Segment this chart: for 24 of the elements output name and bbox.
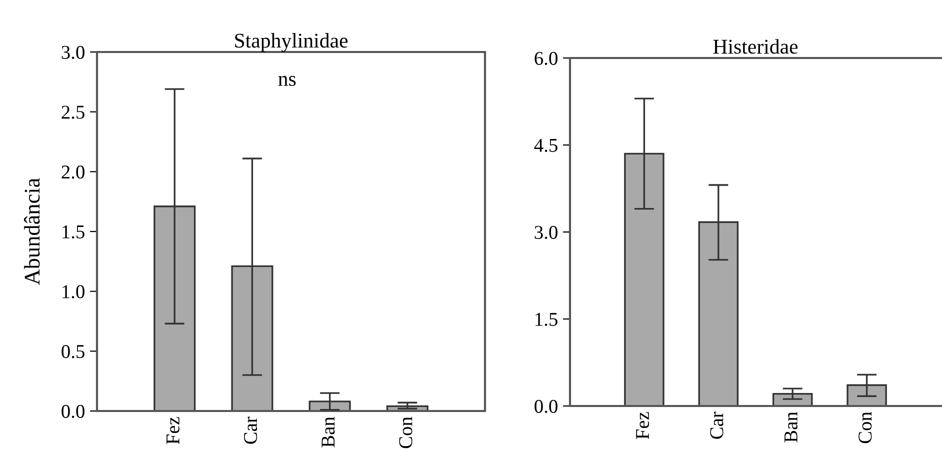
y-tick-label: 3.0 [62, 46, 84, 60]
x-tick-label: Con [399, 416, 412, 448]
y-tick-label: 6.0 [534, 52, 558, 66]
x-tick-label: Ban [322, 416, 335, 448]
x-tick-label: Con [858, 412, 872, 444]
x-tick-label: Car [710, 412, 724, 439]
y-tick-label: 0.5 [62, 344, 84, 358]
y-axis-title: Abundância [24, 178, 40, 285]
x-tick-label: Fez [166, 417, 180, 444]
y-tick-label: 1.0 [62, 285, 84, 298]
annotation: ns [278, 76, 296, 86]
y-tick-label: 0.0 [534, 400, 558, 414]
y-tick-label: 1.5 [62, 225, 84, 239]
x-tick-label: Ban [784, 412, 798, 442]
x-tick-label: Fez [636, 412, 650, 440]
y-tick-label: 3.0 [534, 226, 558, 240]
y-tick-label: 1.5 [536, 312, 558, 326]
chart-title: Histeridae [713, 39, 798, 54]
y-tick-label: 4.5 [534, 138, 558, 152]
chart-title: Staphylinidae [235, 33, 348, 52]
x-tick-label: Car [244, 416, 258, 444]
y-tick-label: 0.0 [62, 404, 84, 418]
y-tick-label: 2.0 [62, 165, 84, 179]
y-tick-label: 2.5 [62, 106, 84, 119]
